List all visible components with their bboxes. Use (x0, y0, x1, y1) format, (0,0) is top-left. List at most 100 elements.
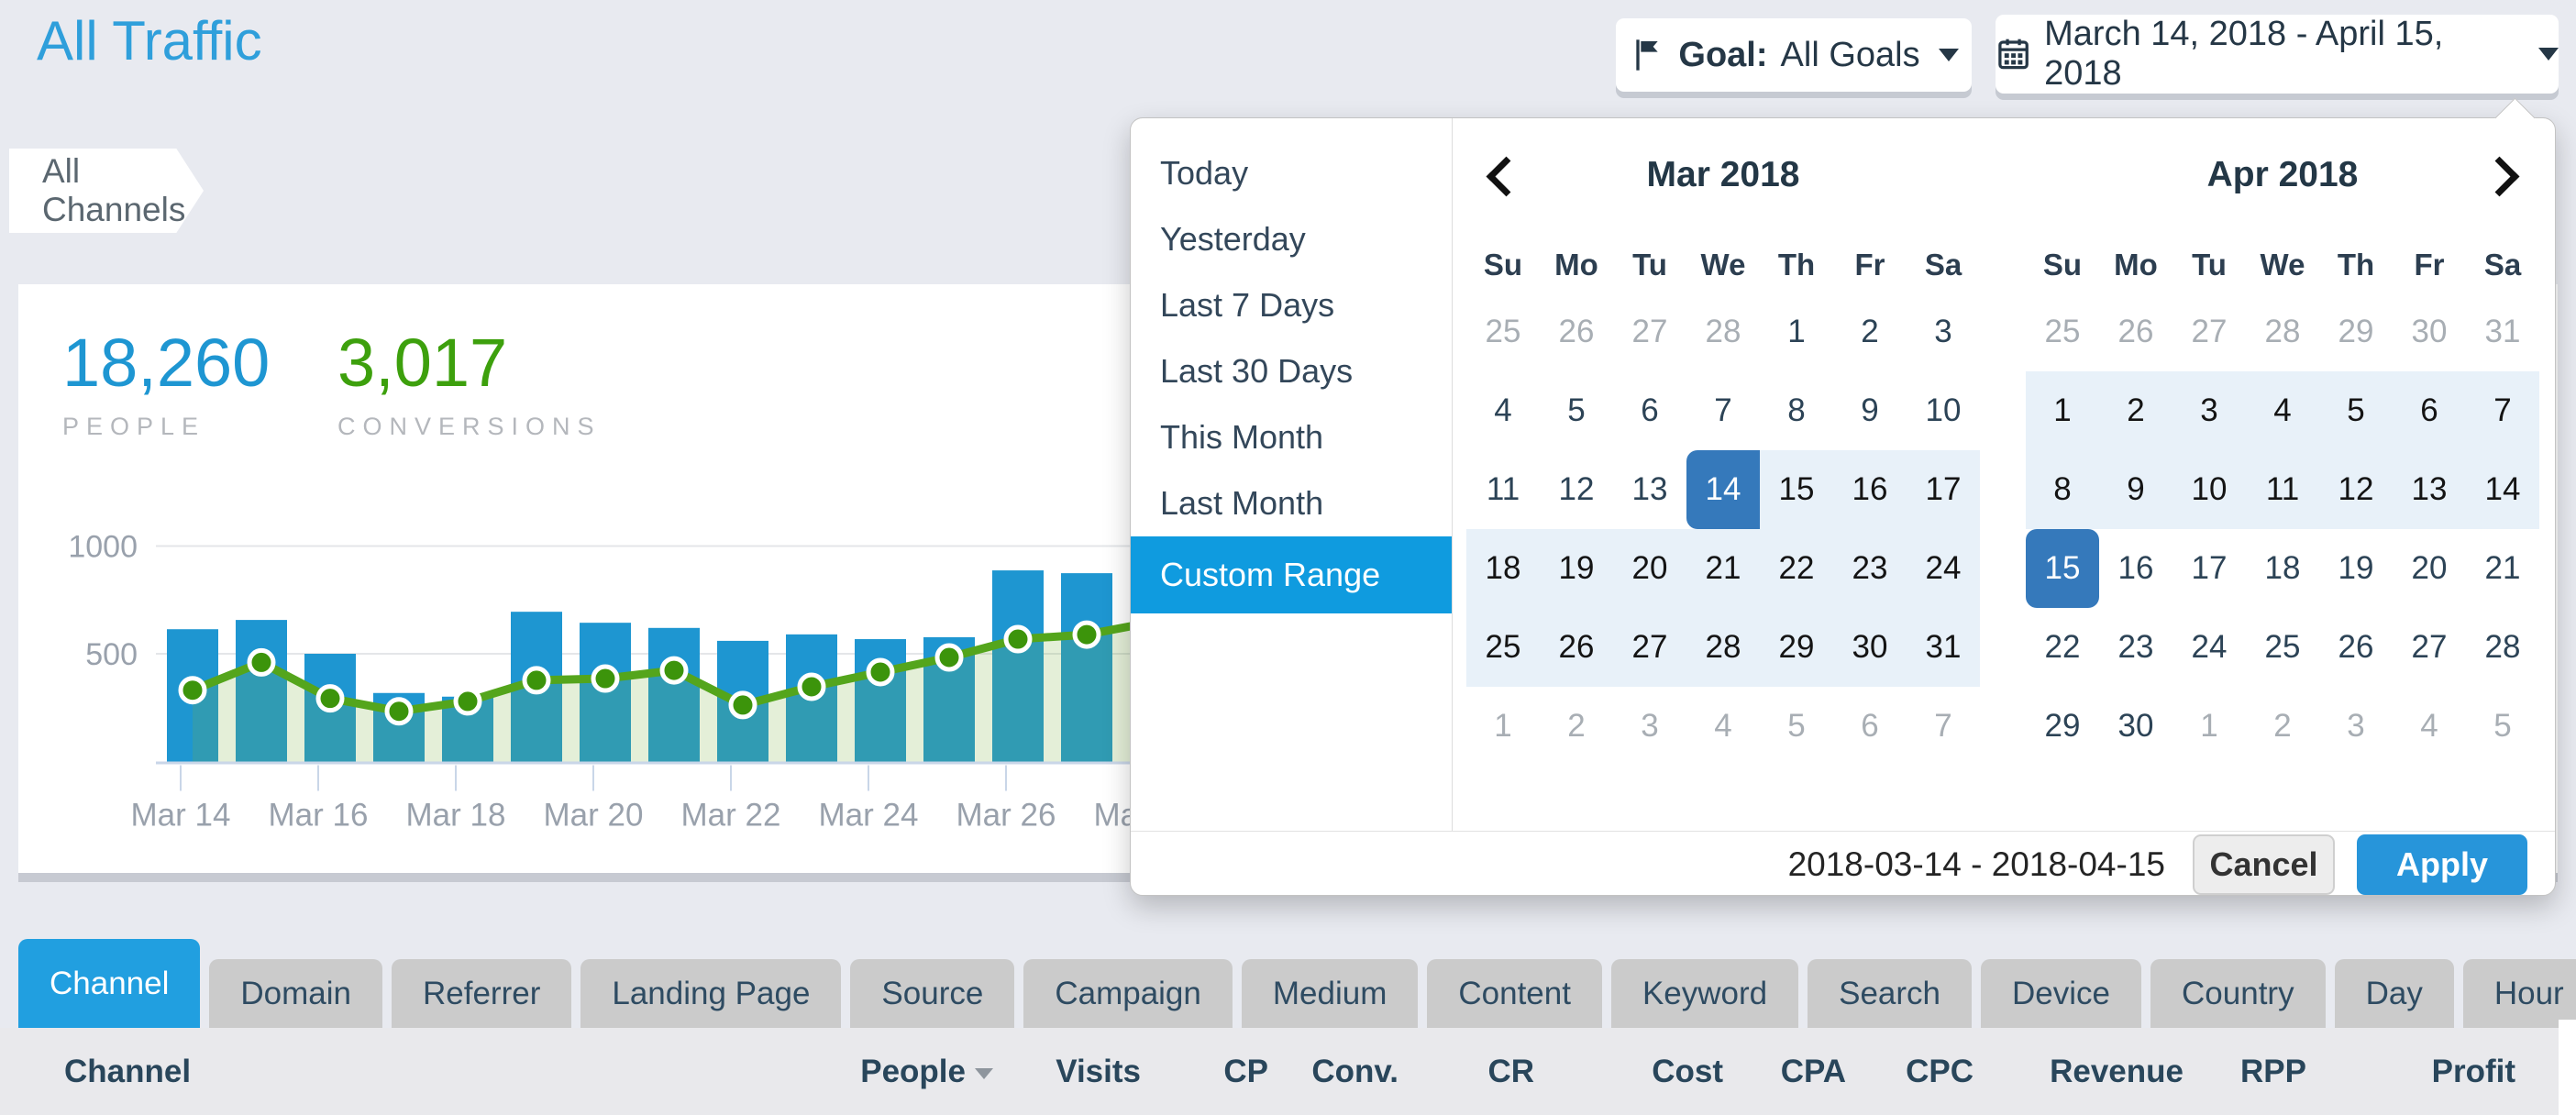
preset-last-7-days[interactable]: Last 7 Days (1160, 286, 1335, 324)
day-cell-1[interactable]: 1 (2026, 371, 2099, 450)
goal-selector-button[interactable]: Goal: All Goals (1616, 18, 1972, 92)
tab-country[interactable]: Country (2150, 959, 2326, 1028)
day-cell-10[interactable]: 10 (1925, 392, 1962, 428)
tab-referrer[interactable]: Referrer (392, 959, 572, 1028)
day-cell-24[interactable]: 24 (1907, 529, 1980, 608)
day-cell-20[interactable]: 20 (2411, 550, 2448, 586)
day-cell-2[interactable]: 2 (2273, 708, 2292, 744)
tab-campaign[interactable]: Campaign (1023, 959, 1233, 1028)
day-cell-29[interactable]: 29 (2338, 314, 2374, 349)
day-cell-7[interactable]: 7 (2466, 371, 2539, 450)
column-header-cpa[interactable]: CPA (1780, 1054, 1846, 1089)
day-cell-31[interactable]: 31 (2484, 314, 2521, 349)
column-header-rpp[interactable]: RPP (2240, 1054, 2306, 1089)
day-cell-17[interactable]: 17 (1907, 450, 1980, 529)
day-cell-2[interactable]: 2 (1861, 314, 1879, 349)
day-cell-26[interactable]: 26 (1540, 608, 1613, 687)
day-cell-14[interactable]: 14 (2466, 450, 2539, 529)
apply-button[interactable]: Apply (2357, 833, 2527, 895)
preset-last-month[interactable]: Last Month (1160, 484, 1324, 522)
day-cell-20[interactable]: 20 (1613, 529, 1686, 608)
day-cell-1[interactable]: 1 (1787, 314, 1806, 349)
day-cell-22[interactable]: 22 (2044, 629, 2081, 665)
preset-this-month[interactable]: This Month (1160, 418, 1324, 456)
date-range-button[interactable]: March 14, 2018 - April 15, 2018 (1996, 15, 2559, 94)
day-cell-31[interactable]: 31 (1907, 608, 1980, 687)
column-header-cp[interactable]: CP (1223, 1054, 1268, 1089)
day-cell-8[interactable]: 8 (1787, 392, 1806, 428)
day-cell-22[interactable]: 22 (1760, 529, 1833, 608)
day-cell-21[interactable]: 21 (1686, 529, 1760, 608)
day-cell-18[interactable]: 18 (2264, 550, 2301, 586)
column-header-cr[interactable]: CR (1487, 1054, 1534, 1089)
column-header-channel[interactable]: Channel (64, 1054, 192, 1089)
day-cell-28[interactable]: 28 (2264, 314, 2301, 349)
day-cell-27[interactable]: 27 (2191, 314, 2228, 349)
day-cell-27[interactable]: 27 (1613, 608, 1686, 687)
day-cell-27[interactable]: 27 (1631, 314, 1668, 349)
day-cell-30[interactable]: 30 (1833, 608, 1907, 687)
column-header-visits[interactable]: Visits (1056, 1054, 1141, 1089)
preset-today[interactable]: Today (1160, 154, 1249, 192)
day-cell-3[interactable]: 3 (1934, 314, 1952, 349)
tab-channel[interactable]: Channel (18, 939, 201, 1028)
preset-last-30-days[interactable]: Last 30 Days (1160, 352, 1354, 390)
day-cell-9[interactable]: 9 (1861, 392, 1879, 428)
day-cell-23[interactable]: 23 (1833, 529, 1907, 608)
day-cell-24[interactable]: 24 (2191, 629, 2228, 665)
day-cell-15[interactable]: 15 (2026, 529, 2099, 608)
day-cell-5[interactable]: 5 (1787, 708, 1806, 744)
day-cell-1[interactable]: 1 (1494, 708, 1512, 744)
day-cell-8[interactable]: 8 (2026, 450, 2099, 529)
day-cell-30[interactable]: 30 (2117, 708, 2154, 744)
day-cell-15[interactable]: 15 (1760, 450, 1833, 529)
day-cell-26[interactable]: 26 (1558, 314, 1595, 349)
day-cell-25[interactable]: 25 (2264, 629, 2301, 665)
column-header-cpc[interactable]: CPC (1906, 1054, 1973, 1089)
day-cell-11[interactable]: 11 (1486, 471, 1520, 507)
day-cell-28[interactable]: 28 (2484, 629, 2521, 665)
day-cell-13[interactable]: 13 (2393, 450, 2466, 529)
day-cell-13[interactable]: 13 (1631, 471, 1668, 507)
day-cell-4[interactable]: 4 (1714, 708, 1732, 744)
day-cell-3[interactable]: 3 (1641, 708, 1659, 744)
day-cell-16[interactable]: 16 (2117, 550, 2154, 586)
day-cell-28[interactable]: 28 (1686, 608, 1760, 687)
day-cell-25[interactable]: 25 (1485, 314, 1521, 349)
column-header-profit[interactable]: Profit (2431, 1054, 2515, 1089)
day-cell-29[interactable]: 29 (1760, 608, 1833, 687)
day-cell-3[interactable]: 3 (2172, 371, 2246, 450)
day-cell-21[interactable]: 21 (2484, 550, 2521, 586)
preset-yesterday[interactable]: Yesterday (1160, 220, 1306, 258)
day-cell-30[interactable]: 30 (2411, 314, 2448, 349)
preset-custom-range[interactable]: Custom Range (1131, 536, 1452, 613)
day-cell-4[interactable]: 4 (1494, 392, 1512, 428)
day-cell-29[interactable]: 29 (2044, 708, 2081, 744)
day-cell-3[interactable]: 3 (2347, 708, 2365, 744)
day-cell-16[interactable]: 16 (1833, 450, 1907, 529)
tab-content[interactable]: Content (1427, 959, 1602, 1028)
tab-landing-page[interactable]: Landing Page (580, 959, 842, 1028)
column-header-revenue[interactable]: Revenue (2050, 1054, 2184, 1089)
day-cell-5[interactable]: 5 (2319, 371, 2393, 450)
day-cell-2[interactable]: 2 (1567, 708, 1586, 744)
day-cell-14[interactable]: 14 (1686, 450, 1760, 529)
cancel-button[interactable]: Cancel (2193, 833, 2335, 895)
tab-device[interactable]: Device (1981, 959, 2142, 1028)
day-cell-28[interactable]: 28 (1705, 314, 1741, 349)
day-cell-4[interactable]: 4 (2420, 708, 2438, 744)
day-cell-1[interactable]: 1 (2200, 708, 2218, 744)
tab-domain[interactable]: Domain (209, 959, 382, 1028)
day-cell-25[interactable]: 25 (2044, 314, 2081, 349)
day-cell-25[interactable]: 25 (1466, 608, 1540, 687)
tab-keyword[interactable]: Keyword (1610, 959, 1799, 1028)
day-cell-11[interactable]: 11 (2246, 450, 2319, 529)
day-cell-19[interactable]: 19 (2338, 550, 2374, 586)
day-cell-7[interactable]: 7 (1934, 708, 1952, 744)
day-cell-26[interactable]: 26 (2117, 314, 2154, 349)
day-cell-27[interactable]: 27 (2411, 629, 2448, 665)
day-cell-4[interactable]: 4 (2246, 371, 2319, 450)
day-cell-12[interactable]: 12 (2319, 450, 2393, 529)
day-cell-5[interactable]: 5 (2493, 708, 2512, 744)
day-cell-2[interactable]: 2 (2099, 371, 2172, 450)
